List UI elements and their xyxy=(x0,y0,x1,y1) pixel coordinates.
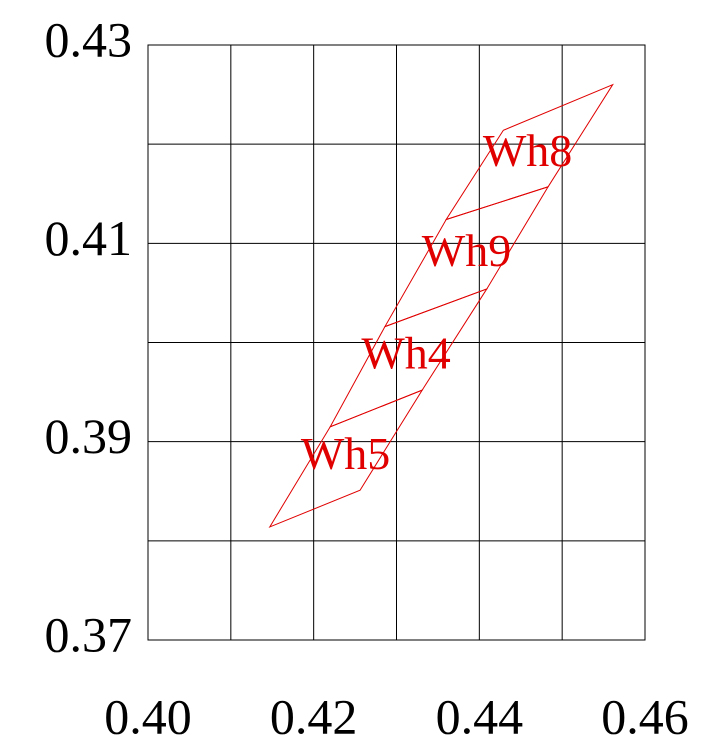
x-tick-label: 0.42 xyxy=(270,688,358,744)
y-tick-label: 0.37 xyxy=(45,606,133,662)
region-label: Wh9 xyxy=(422,225,511,276)
region xyxy=(445,83,614,221)
x-tick-label: 0.40 xyxy=(104,688,192,744)
region-label: Wh8 xyxy=(483,125,572,176)
region-label: Wh4 xyxy=(361,328,450,379)
y-tick-label: 0.39 xyxy=(45,408,133,464)
y-tick-label: 0.41 xyxy=(45,210,133,266)
region-label: Wh5 xyxy=(301,428,390,479)
y-tick-label: 0.43 xyxy=(45,11,133,67)
x-tick-label: 0.46 xyxy=(601,688,689,744)
x-tick-label: 0.44 xyxy=(436,688,524,744)
